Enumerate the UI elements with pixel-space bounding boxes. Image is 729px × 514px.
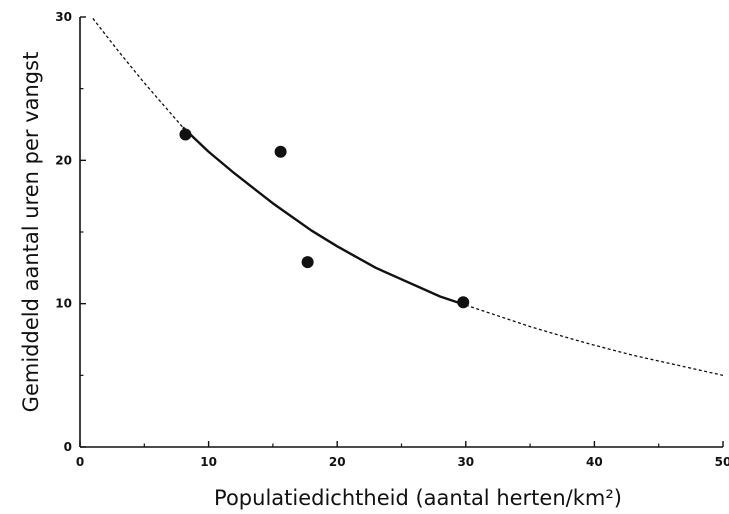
y-tick-label: 10 (55, 297, 72, 311)
y-tick-label: 0 (64, 440, 72, 454)
y-axis-title: Gemiddeld aantal uren per vangst (19, 52, 43, 413)
x-tick-label: 20 (329, 455, 346, 469)
data-point (301, 256, 314, 269)
axis-tick-labels: 0 10 20 30 40 50 0 10 20 30 (55, 10, 729, 469)
x-tick-label: 10 (200, 455, 217, 469)
data-point (179, 128, 192, 141)
y-tick-label: 20 (55, 153, 72, 167)
x-tick-label: 50 (715, 455, 729, 469)
curve-dashed-left (92, 18, 184, 128)
x-tick-label: 0 (76, 455, 84, 469)
data-point (457, 296, 470, 309)
curve-solid (182, 126, 467, 307)
x-axis-title: Populatiedichtheid (aantal herten/km²) (214, 486, 622, 510)
curve-dashed-right (465, 304, 724, 376)
data-point (274, 145, 287, 158)
x-tick-label: 30 (457, 455, 474, 469)
x-tick-label: 40 (586, 455, 603, 469)
fitted-curve (92, 18, 724, 376)
y-tick-label: 30 (55, 10, 72, 24)
data-points (179, 128, 470, 309)
chart-axes (79, 17, 723, 448)
axis-ticks (79, 16, 724, 448)
